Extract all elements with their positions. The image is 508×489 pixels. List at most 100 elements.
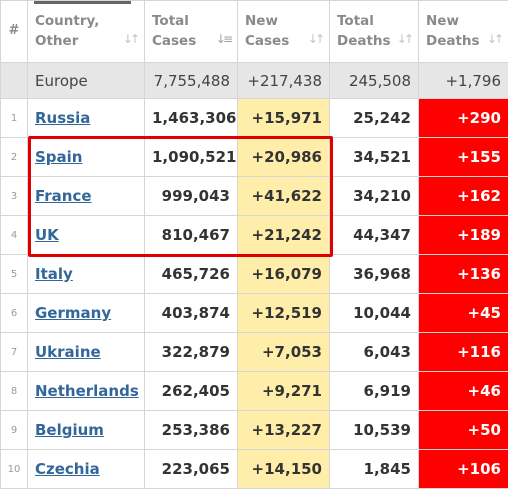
row-index: 2 bbox=[1, 138, 28, 177]
row-index: 4 bbox=[1, 216, 28, 255]
new-deaths-cell: +106 bbox=[419, 450, 508, 489]
country-link[interactable]: Belgium bbox=[35, 421, 104, 439]
total-deaths-cell: 34,210 bbox=[330, 177, 419, 216]
sort-arrows-icon[interactable]: ↓↑ bbox=[123, 31, 137, 48]
header-total-cases-line2: Cases bbox=[152, 33, 196, 49]
total-deaths-cell: 6,043 bbox=[330, 333, 419, 372]
row-index: 6 bbox=[1, 294, 28, 333]
new-deaths-cell: +116 bbox=[419, 333, 508, 372]
sort-descending-icon[interactable]: ↓≡ bbox=[216, 31, 230, 48]
header-total-deaths-line1: Total bbox=[337, 13, 374, 29]
country-cell: Ukraine bbox=[28, 333, 145, 372]
header-index[interactable]: # bbox=[1, 1, 28, 63]
sort-arrows-icon[interactable]: ↓↑ bbox=[308, 31, 322, 48]
country-link[interactable]: Netherlands bbox=[35, 382, 139, 400]
row-index: 7 bbox=[1, 333, 28, 372]
country-cell: Belgium bbox=[28, 411, 145, 450]
country-cell: Netherlands bbox=[28, 372, 145, 411]
total-cases-cell: 465,726 bbox=[145, 255, 238, 294]
country-cell: Italy bbox=[28, 255, 145, 294]
new-deaths-cell: +46 bbox=[419, 372, 508, 411]
header-row: # Country, Other ↓↑ Total Cases ↓≡ New C… bbox=[1, 1, 508, 63]
total-deaths-cell: 36,968 bbox=[330, 255, 419, 294]
total-cases-cell: 403,874 bbox=[145, 294, 238, 333]
new-cases-cell: +14,150 bbox=[238, 450, 330, 489]
country-link[interactable]: Ukraine bbox=[35, 343, 101, 361]
header-country[interactable]: Country, Other ↓↑ bbox=[28, 1, 145, 63]
country-cell: Czechia bbox=[28, 450, 145, 489]
header-total-cases[interactable]: Total Cases ↓≡ bbox=[145, 1, 238, 63]
header-new-cases-line1: New bbox=[245, 13, 278, 29]
country-link[interactable]: France bbox=[35, 187, 92, 205]
total-deaths-cell: 6,919 bbox=[330, 372, 419, 411]
sort-arrows-icon[interactable]: ↓↑ bbox=[397, 31, 411, 48]
total-deaths-cell: 10,539 bbox=[330, 411, 419, 450]
country-link[interactable]: Czechia bbox=[35, 460, 100, 478]
sort-arrows-icon[interactable]: ↓↑ bbox=[487, 31, 501, 48]
new-deaths-cell: +290 bbox=[419, 99, 508, 138]
country-cell: Russia bbox=[28, 99, 145, 138]
new-cases-cell: +21,242 bbox=[238, 216, 330, 255]
total-index-cell bbox=[1, 63, 28, 99]
header-new-cases-line2: Cases bbox=[245, 33, 289, 49]
row-index: 1 bbox=[1, 99, 28, 138]
country-cell: France bbox=[28, 177, 145, 216]
country-link[interactable]: Russia bbox=[35, 109, 90, 127]
total-name: Europe bbox=[28, 63, 145, 99]
new-deaths-cell: +50 bbox=[419, 411, 508, 450]
header-total-deaths-line2: Deaths bbox=[337, 33, 391, 49]
row-index: 5 bbox=[1, 255, 28, 294]
total-row-europe: Europe 7,755,488 +217,438 245,508 +1,796 bbox=[1, 63, 508, 99]
total-cases-cell: 999,043 bbox=[145, 177, 238, 216]
row-index: 8 bbox=[1, 372, 28, 411]
country-cell: Spain bbox=[28, 138, 145, 177]
new-cases-cell: +12,519 bbox=[238, 294, 330, 333]
country-link[interactable]: Italy bbox=[35, 265, 73, 283]
total-deaths-cell: 34,521 bbox=[330, 138, 419, 177]
new-cases-cell: +41,622 bbox=[238, 177, 330, 216]
new-deaths-cell: +155 bbox=[419, 138, 508, 177]
header-total-deaths[interactable]: Total Deaths ↓↑ bbox=[330, 1, 419, 63]
header-index-label: # bbox=[9, 23, 20, 38]
total-cases-cell: 1,090,521 bbox=[145, 138, 238, 177]
new-cases-cell: +20,986 bbox=[238, 138, 330, 177]
new-deaths-cell: +162 bbox=[419, 177, 508, 216]
total-cases-cell: 322,879 bbox=[145, 333, 238, 372]
country-cell: Germany bbox=[28, 294, 145, 333]
header-country-line1: Country, bbox=[35, 13, 99, 29]
header-country-line2: Other bbox=[35, 33, 78, 49]
total-total-cases: 7,755,488 bbox=[145, 63, 238, 99]
total-deaths-cell: 10,044 bbox=[330, 294, 419, 333]
total-cases-cell: 262,405 bbox=[145, 372, 238, 411]
new-cases-cell: +15,971 bbox=[238, 99, 330, 138]
country-link[interactable]: Germany bbox=[35, 304, 111, 322]
total-new-cases: +217,438 bbox=[238, 63, 330, 99]
country-cell: UK bbox=[28, 216, 145, 255]
total-new-deaths: +1,796 bbox=[419, 63, 508, 99]
total-total-deaths: 245,508 bbox=[330, 63, 419, 99]
header-new-cases[interactable]: New Cases ↓↑ bbox=[238, 1, 330, 63]
country-link[interactable]: Spain bbox=[35, 148, 82, 166]
country-link[interactable]: UK bbox=[35, 226, 59, 244]
total-deaths-cell: 1,845 bbox=[330, 450, 419, 489]
header-new-deaths-line2: Deaths bbox=[426, 33, 480, 49]
new-deaths-cell: +189 bbox=[419, 216, 508, 255]
header-new-deaths[interactable]: New Deaths ↓↑ bbox=[419, 1, 508, 63]
header-new-deaths-line1: New bbox=[426, 13, 459, 29]
total-cases-cell: 810,467 bbox=[145, 216, 238, 255]
total-cases-cell: 223,065 bbox=[145, 450, 238, 489]
row-index: 9 bbox=[1, 411, 28, 450]
row-index: 10 bbox=[1, 450, 28, 489]
new-deaths-cell: +45 bbox=[419, 294, 508, 333]
